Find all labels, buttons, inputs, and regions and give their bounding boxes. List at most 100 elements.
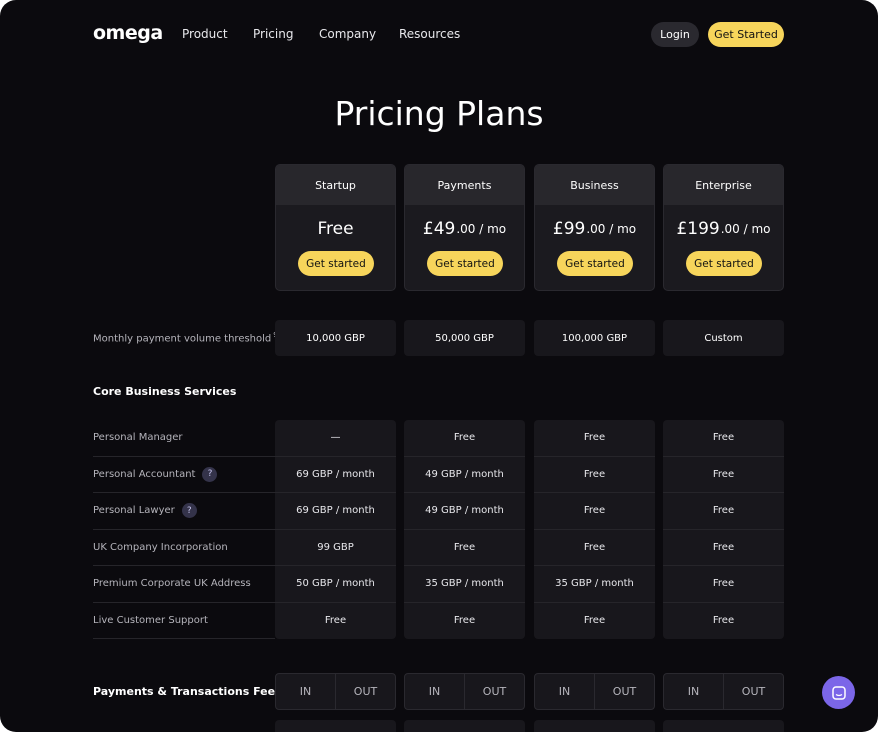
row-value: 50 GBP / month: [275, 566, 396, 603]
fee-direction: IN: [687, 685, 700, 698]
fee-direction: OUT: [335, 674, 395, 709]
fee-row: [275, 720, 396, 732]
fee-header: IN OUT: [534, 673, 655, 710]
fee-direction: IN: [299, 685, 312, 698]
row-label: Premium Corporate UK Address: [93, 566, 275, 603]
plan-get-started[interactable]: Get started: [686, 251, 762, 276]
price-amount: Free: [317, 219, 354, 239]
column-block: [534, 420, 655, 639]
plan-get-started[interactable]: Get started: [298, 251, 374, 276]
nav-link[interactable]: Resources: [399, 27, 461, 41]
plan-price: £199.00 / mo: [664, 217, 783, 241]
fee-direction: OUT: [464, 674, 524, 709]
price-suffix: .00 / mo: [586, 222, 637, 236]
plan-price: Free: [276, 217, 395, 241]
row-value: 99 GBP: [275, 530, 396, 566]
plan-name: Enterprise: [695, 178, 752, 192]
row-value: Free: [712, 615, 735, 627]
threshold-value: 100,000 GBP: [534, 320, 655, 356]
plan-name: Startup: [315, 178, 356, 192]
chat-icon: [831, 685, 846, 700]
label-text: Personal Manager: [93, 432, 183, 444]
threshold-value: 10,000 GBP: [275, 320, 396, 356]
row-label: Live Customer Support: [93, 603, 275, 639]
plan-card: Startup Free Get started: [275, 164, 396, 291]
label-text: Personal Accountant: [93, 468, 196, 480]
plan-card: Business £99.00 / mo Get started: [534, 164, 655, 291]
column-block: [404, 420, 525, 639]
row-value: Free: [534, 530, 655, 566]
plan-get-started[interactable]: Get started: [557, 251, 633, 276]
plan-name: Business: [570, 178, 619, 192]
plan-price: £49.00 / mo: [405, 217, 524, 241]
row-value: 69 GBP / month: [275, 493, 396, 530]
threshold-value: 50,000 GBP: [404, 320, 525, 356]
plan-card: Payments £49.00 / mo Get started: [404, 164, 525, 291]
nav-link[interactable]: Product: [182, 27, 228, 41]
plan-name: Payments: [437, 178, 492, 192]
help-icon[interactable]: ?: [202, 466, 218, 482]
column-block: [275, 420, 396, 639]
row-value: Free: [404, 530, 525, 566]
row-value: Free: [453, 615, 476, 627]
row-value: Free: [534, 457, 655, 493]
row-value: 69 GBP / month: [275, 457, 396, 493]
price-amount: £99: [552, 219, 586, 239]
row-value: Free: [534, 493, 655, 530]
row-value: Free: [663, 566, 784, 603]
price-amount: £49: [422, 219, 456, 239]
label-text: Premium Corporate UK Address: [93, 578, 251, 590]
row-value: 35 GBP / month: [534, 566, 655, 603]
nav-link[interactable]: Company: [319, 27, 377, 41]
label-text: Live Customer Support: [93, 614, 208, 626]
fee-row: [534, 720, 655, 732]
row-value: Free: [663, 420, 784, 457]
get-started-button[interactable]: Get Started: [708, 22, 784, 47]
plan-header: Payments: [405, 165, 524, 205]
fee-header: IN OUT: [663, 673, 784, 710]
label-text: Personal Lawyer: [93, 505, 175, 517]
plan-get-started[interactable]: Get started: [427, 251, 503, 276]
column-block: [663, 420, 784, 639]
row-label: Personal Lawyer?: [93, 493, 275, 530]
fee-header: IN OUT: [275, 673, 396, 710]
row-label: Personal Accountant?: [93, 457, 275, 493]
row-value: Free: [324, 615, 347, 627]
plan-card: Enterprise £199.00 / mo Get started: [663, 164, 784, 291]
fee-row: [404, 720, 525, 732]
nav-link[interactable]: Pricing: [253, 27, 294, 41]
help-icon[interactable]: ?: [181, 503, 197, 519]
plan-price: £99.00 / mo: [535, 217, 654, 241]
row-label: UK Company Incorporation: [93, 530, 275, 566]
row-value: —: [275, 420, 396, 457]
row-value: Free: [534, 420, 655, 457]
logo[interactable]: omega: [93, 22, 163, 44]
row-value: Free: [404, 420, 525, 457]
fee-direction: IN: [558, 685, 571, 698]
price-amount: £199: [676, 219, 720, 239]
label-text: Monthly payment volume threshold: [93, 333, 272, 345]
fee-direction: OUT: [723, 674, 783, 709]
plan-header: Business: [535, 165, 654, 205]
label-text: UK Company Incorporation: [93, 541, 228, 553]
row-value: 35 GBP / month: [404, 566, 525, 603]
threshold-value: Custom: [663, 320, 784, 356]
chat-button[interactable]: [822, 676, 855, 709]
section-title: Core Business Services: [93, 385, 237, 398]
fee-header: IN OUT: [404, 673, 525, 710]
plan-header: Enterprise: [664, 165, 783, 205]
price-suffix: .00 / mo: [456, 222, 507, 236]
fee-direction: OUT: [594, 674, 654, 709]
section-title: Payments & Transactions Fees: [93, 685, 282, 698]
fee-row: [663, 720, 784, 732]
fee-direction: IN: [428, 685, 441, 698]
row-value: Free: [663, 530, 784, 566]
row-value: 49 GBP / month: [404, 457, 525, 493]
row-value: Free: [663, 457, 784, 493]
row-value: Free: [583, 615, 606, 627]
price-suffix: .00 / mo: [720, 222, 771, 236]
row-value: Free: [663, 493, 784, 530]
plan-header: Startup: [276, 165, 395, 205]
login-button[interactable]: Login: [651, 22, 699, 47]
